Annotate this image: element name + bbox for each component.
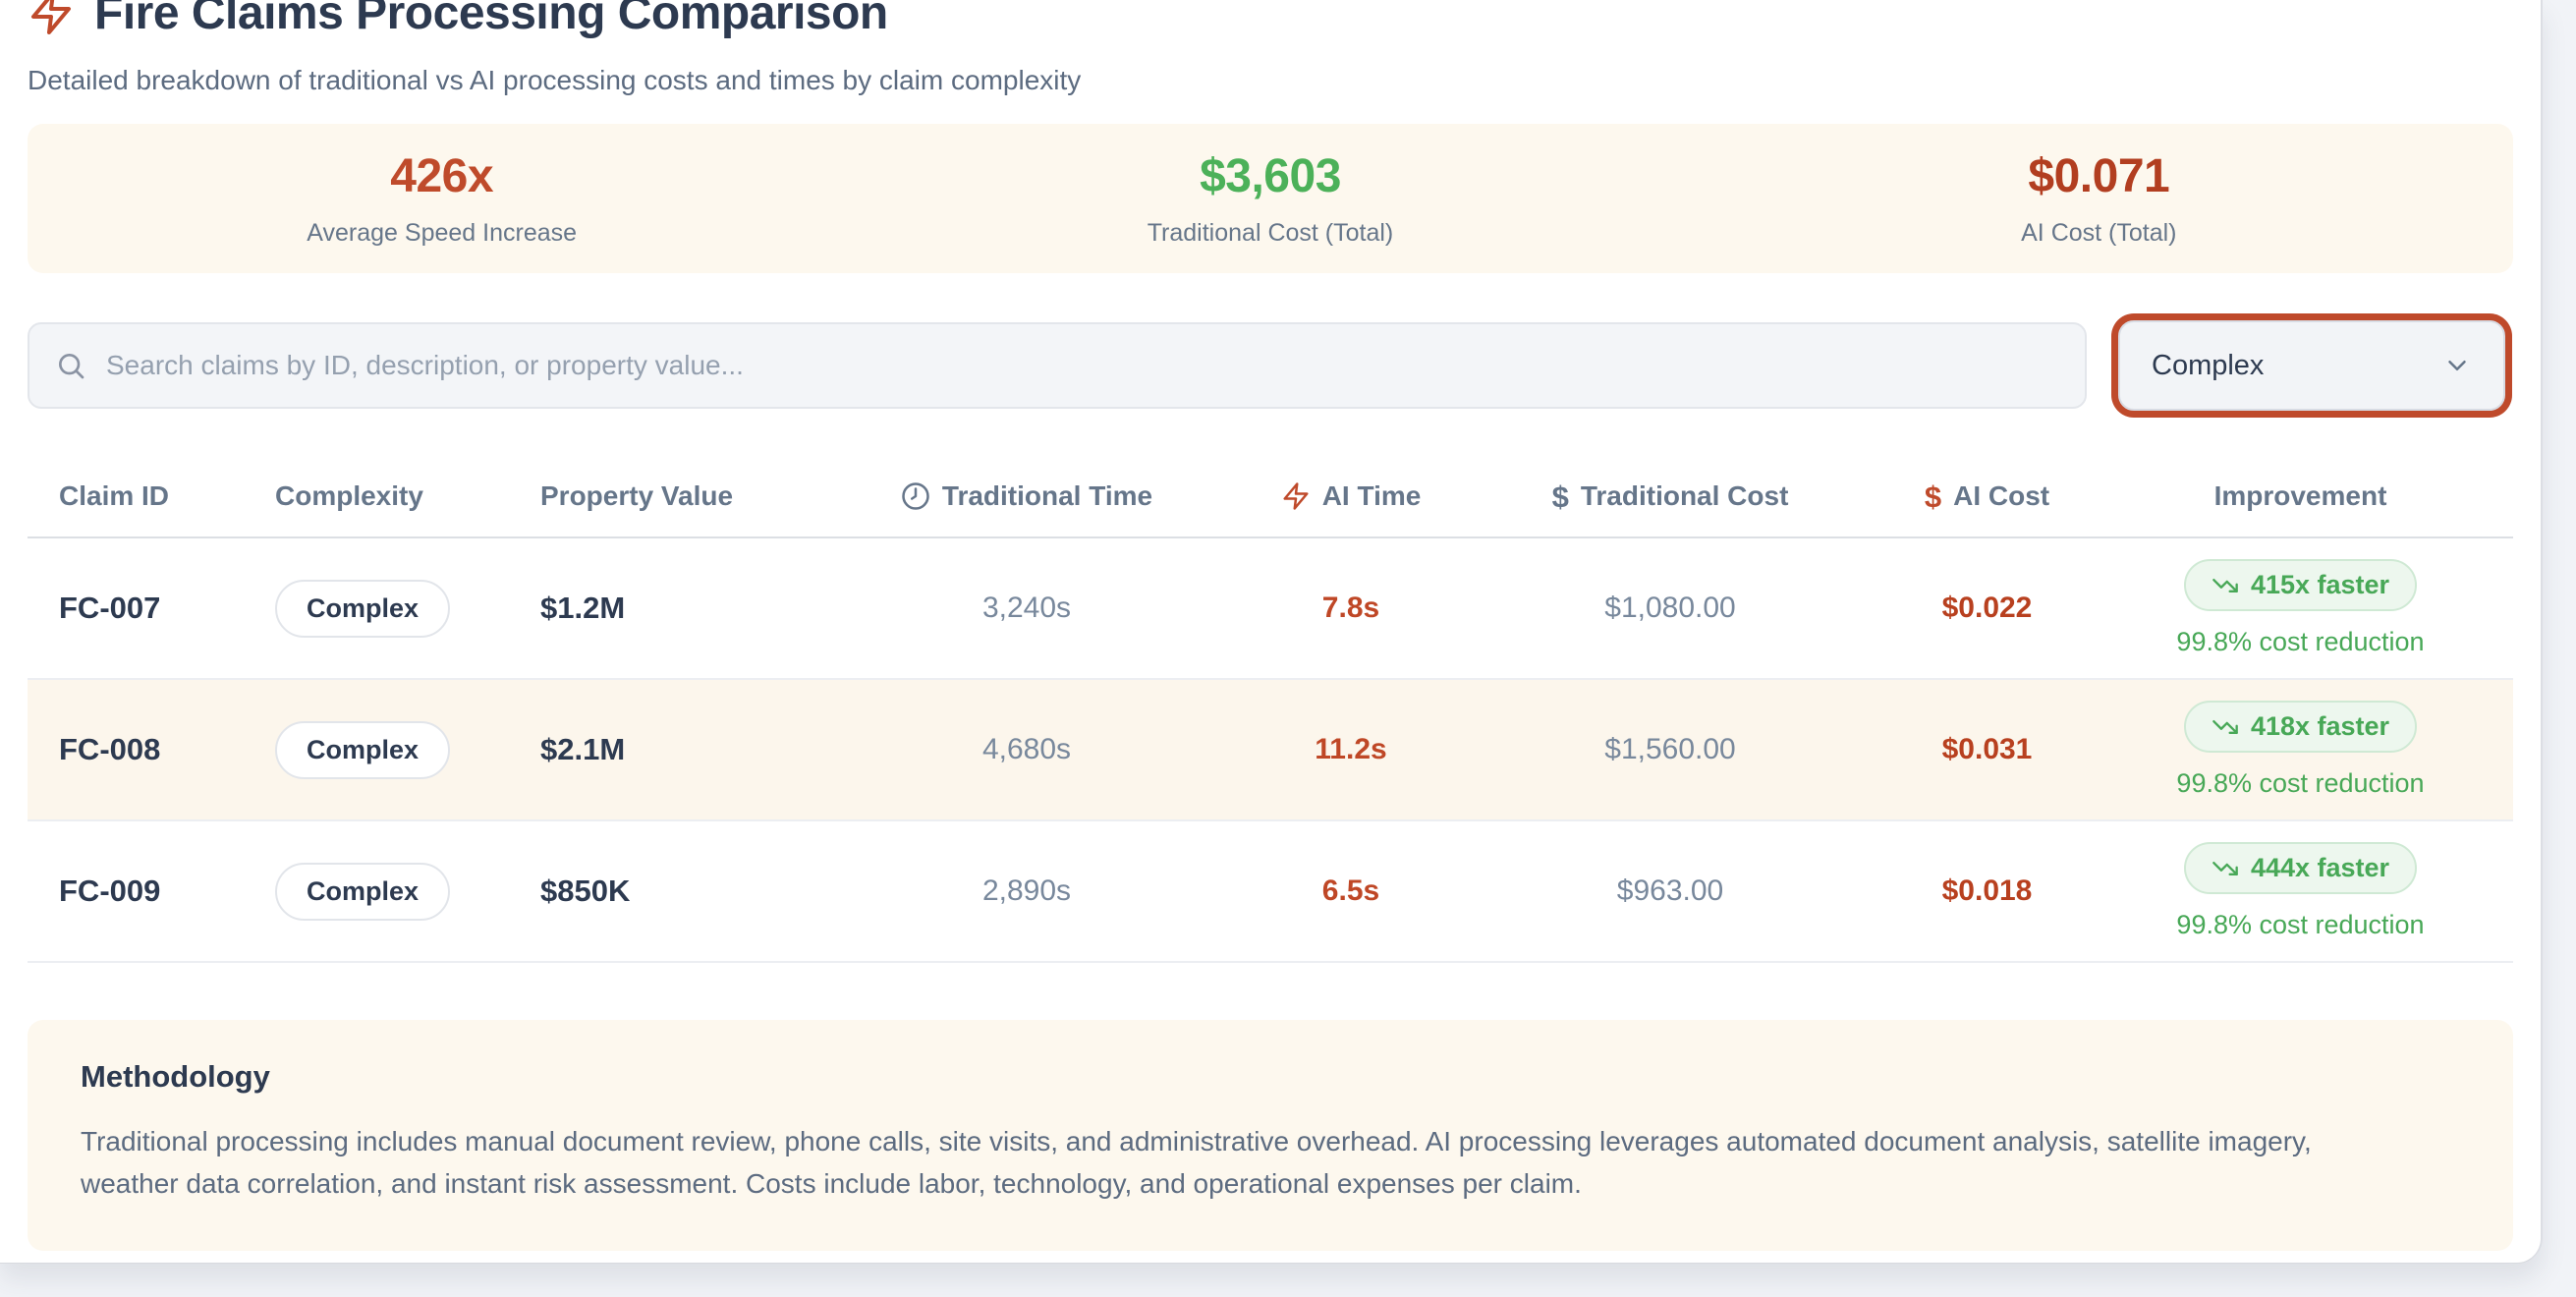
zap-icon bbox=[31, 0, 71, 34]
traditional-cost-cell: $1,560.00 bbox=[1604, 733, 1736, 765]
stat-value: $3,603 bbox=[1200, 150, 1341, 202]
complexity-badge: Complex bbox=[275, 579, 451, 638]
page-subtitle: Detailed breakdown of traditional vs AI … bbox=[28, 65, 1082, 95]
column-header-improvement: Improvement bbox=[2213, 480, 2387, 511]
ai-cost-cell: $0.022 bbox=[1941, 592, 2033, 624]
column-header-property-value: Property Value bbox=[540, 480, 734, 511]
complexity-cell: Complex bbox=[246, 579, 511, 638]
complexity-filter-dropdown[interactable]: Complex bbox=[2118, 320, 2505, 411]
search-box[interactable] bbox=[28, 322, 2087, 409]
ai-cost-cell: $0.018 bbox=[1941, 874, 2033, 907]
ai-time-cell: 7.8s bbox=[1321, 592, 1380, 624]
clock-icon bbox=[902, 482, 929, 510]
claim-id-cell: FC-008 bbox=[59, 732, 161, 766]
cost-reduction-label: 99.8% cost reduction bbox=[2176, 768, 2425, 798]
trending-down-icon bbox=[2212, 719, 2238, 734]
ai-time-cell: 11.2s bbox=[1315, 733, 1387, 765]
main-panel: Fire Claims Processing Comparison Detail… bbox=[0, 0, 2543, 1264]
traditional-time-cell: 2,890s bbox=[981, 874, 1072, 907]
table-row[interactable]: FC-007 Complex $1.2M 3,240s 7.8s $1,080.… bbox=[28, 538, 2513, 680]
complexity-cell: Complex bbox=[246, 862, 511, 921]
column-header-ai-time: AI Time bbox=[1189, 480, 1513, 512]
table-header: Claim ID Complexity Property Value Tradi… bbox=[28, 456, 2513, 538]
traditional-time-cell: 4,680s bbox=[981, 733, 1072, 765]
stat-value: 426x bbox=[390, 150, 494, 202]
claim-id-cell: FC-009 bbox=[59, 874, 161, 908]
traditional-cost-cell: $963.00 bbox=[1616, 874, 1724, 907]
column-header-complexity: Complexity bbox=[275, 480, 423, 511]
methodology-card: Methodology Traditional processing inclu… bbox=[28, 1020, 2513, 1251]
speed-badge: 444x faster bbox=[2183, 842, 2418, 894]
methodology-body: Traditional processing includes manual d… bbox=[81, 1126, 2312, 1200]
complexity-cell: Complex bbox=[246, 720, 511, 779]
traditional-time-cell: 3,240s bbox=[981, 592, 1072, 624]
speed-badge: 415x faster bbox=[2183, 559, 2418, 611]
stat-label: AI Cost (Total) bbox=[2021, 219, 2177, 247]
zap-icon bbox=[1283, 482, 1309, 510]
stat-label: Traditional Cost (Total) bbox=[1147, 219, 1394, 247]
property-value-cell: $2.1M bbox=[540, 732, 626, 766]
improvement-cell: 415x faster 99.8% cost reduction bbox=[2147, 559, 2513, 657]
property-value-cell: $1.2M bbox=[540, 591, 626, 625]
cost-reduction-label: 99.8% cost reduction bbox=[2176, 910, 2425, 939]
stat-ai-cost: $0.071 AI Cost (Total) bbox=[1685, 149, 2513, 248]
stat-label: Average Speed Increase bbox=[307, 219, 578, 247]
improvement-cell: 444x faster 99.8% cost reduction bbox=[2147, 842, 2513, 940]
stat-traditional-cost: $3,603 Traditional Cost (Total) bbox=[856, 149, 1684, 248]
traditional-cost-cell: $1,080.00 bbox=[1604, 592, 1736, 624]
table-row[interactable]: FC-009 Complex $850K 2,890s 6.5s $963.00… bbox=[28, 821, 2513, 963]
search-input[interactable] bbox=[104, 349, 2059, 382]
trending-down-icon bbox=[2212, 861, 2238, 875]
dropdown-selected-value: Complex bbox=[2152, 349, 2265, 381]
dollar-icon-red: $ bbox=[1924, 479, 1942, 514]
controls-row: Complex bbox=[28, 320, 2513, 411]
table-row[interactable]: FC-008 Complex $2.1M 4,680s 11.2s $1,560… bbox=[28, 680, 2513, 821]
claim-id-cell: FC-007 bbox=[59, 591, 161, 625]
complexity-badge: Complex bbox=[275, 862, 451, 921]
ai-time-cell: 6.5s bbox=[1321, 874, 1380, 907]
page-header: Fire Claims Processing Comparison bbox=[28, 0, 2513, 41]
stat-speed-increase: 426x Average Speed Increase bbox=[28, 149, 856, 248]
column-header-ai-cost: $ AI Cost bbox=[1924, 479, 2050, 514]
page-title: Fire Claims Processing Comparison bbox=[94, 0, 888, 39]
stats-banner: 426x Average Speed Increase $3,603 Tradi… bbox=[28, 124, 2513, 273]
speed-badge: 418x faster bbox=[2183, 701, 2418, 753]
complexity-badge: Complex bbox=[275, 720, 451, 779]
column-header-traditional-cost: $ Traditional Cost bbox=[1551, 479, 1789, 514]
cost-reduction-label: 99.8% cost reduction bbox=[2176, 627, 2425, 656]
column-header-claim-id: Claim ID bbox=[59, 480, 170, 511]
dollar-icon: $ bbox=[1551, 479, 1569, 514]
methodology-heading: Methodology bbox=[81, 1059, 270, 1094]
property-value-cell: $850K bbox=[540, 874, 631, 908]
trending-down-icon bbox=[2212, 578, 2238, 592]
search-icon bbox=[59, 354, 84, 379]
column-header-traditional-time: Traditional Time bbox=[865, 480, 1189, 512]
ai-cost-cell: $0.031 bbox=[1941, 733, 2033, 765]
stat-value: $0.071 bbox=[2028, 150, 2170, 202]
improvement-cell: 418x faster 99.8% cost reduction bbox=[2147, 701, 2513, 799]
chevron-down-icon bbox=[2448, 361, 2466, 370]
